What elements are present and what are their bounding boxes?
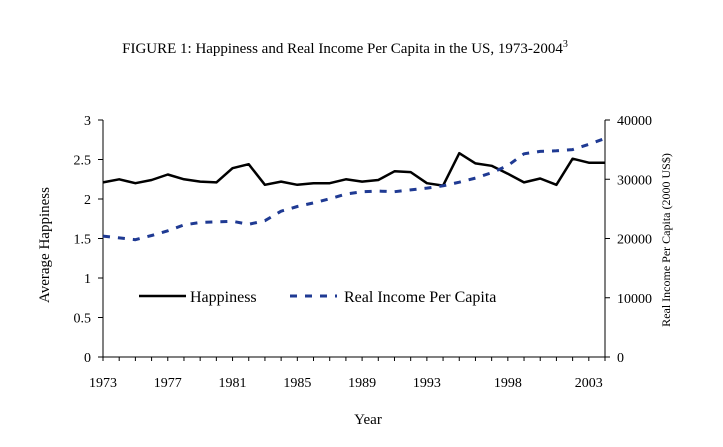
- series-line-income: [102, 136, 606, 242]
- y-left-tick-label: 1: [84, 272, 91, 287]
- series-line-happiness: [102, 151, 605, 187]
- y-right-tick-label: 40000: [617, 114, 652, 129]
- y-right-tick-label: 0: [617, 351, 624, 366]
- y-left-axis-label: Average Happiness: [37, 187, 53, 303]
- legend-label-happiness: Happiness: [190, 289, 257, 306]
- chart-title: FIGURE 1: Happiness and Real Income Per …: [122, 39, 568, 57]
- x-tick-label: 1985: [283, 376, 311, 391]
- y-right-tick-label: 30000: [617, 173, 652, 188]
- y-left-tick-label: 3: [84, 114, 91, 129]
- legend: Happiness Real Income Per Capita: [139, 289, 496, 306]
- x-tick-label: 1998: [494, 376, 522, 391]
- y-right-tick-label: 20000: [617, 233, 652, 248]
- y-left-tick-label: 2: [84, 193, 91, 208]
- x-tick-label: 2003: [575, 376, 603, 391]
- legend-label-income: Real Income Per Capita: [344, 289, 496, 306]
- chart-title-text: FIGURE 1: Happiness and Real Income Per …: [122, 41, 563, 57]
- series-lines: [102, 136, 606, 242]
- x-tick-label: 1981: [219, 376, 247, 391]
- y-left-tick-label: 2.5: [74, 154, 92, 169]
- y-left-tick-label: 0.5: [74, 312, 92, 327]
- y-left-tick-label: 0: [84, 351, 91, 366]
- y-right-tick-label: 10000: [617, 292, 652, 307]
- x-tick-label: 1989: [348, 376, 376, 391]
- chart-title-superscript: 3: [563, 39, 568, 50]
- y-left-tick-label: 1.5: [74, 233, 92, 248]
- axes-group: 0 0.5 1 1.5 2 2.5 3 0 10000 20000 30000 40000 1973 19…: [74, 114, 653, 391]
- y-right-axis-label: Real Income Per Capita (2000 US$): [659, 153, 673, 327]
- x-axis-label: Year: [354, 412, 382, 428]
- x-tick-label: 1973: [89, 376, 117, 391]
- x-tick-label: 1977: [154, 376, 182, 391]
- x-tick-label: 1993: [413, 376, 441, 391]
